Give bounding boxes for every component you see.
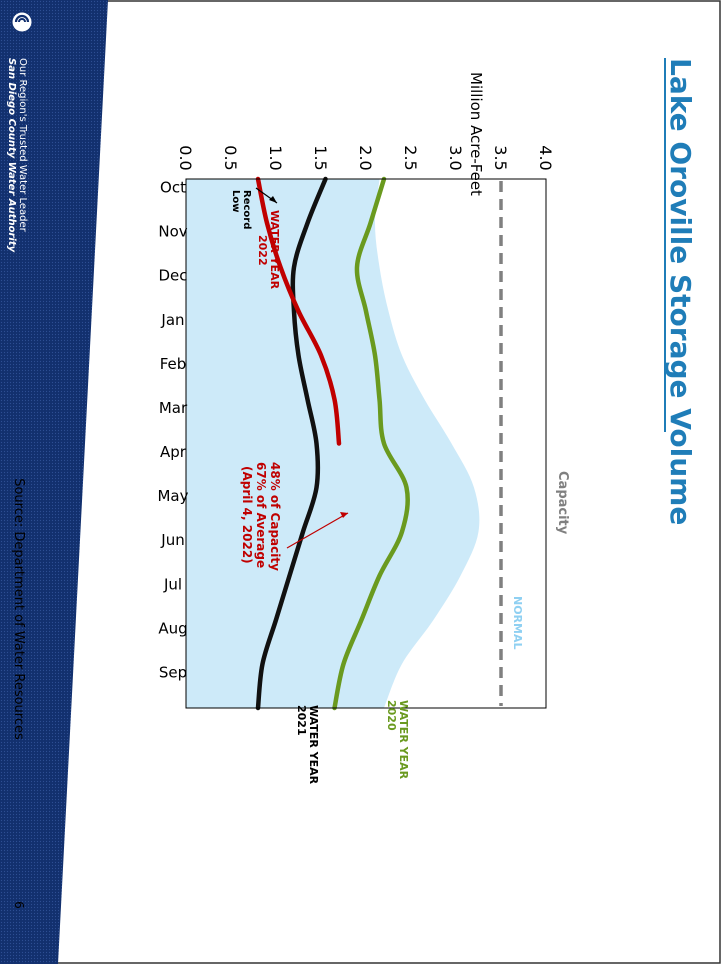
wy2021-label-line-2: 2021 (295, 705, 308, 736)
y-tick-label: 1.0 (266, 145, 285, 170)
normal-label: NORMAL (511, 596, 524, 650)
wy2020-label-line-2: 2020 (385, 700, 398, 731)
x-tick-label: Nov (158, 223, 187, 241)
y-tick-label: 0.5 (221, 145, 240, 170)
current-line-3: (April 4, 2022) (240, 466, 254, 564)
wy2022-label: WATER YEAR 2022 (256, 210, 281, 290)
page-number: 6 (12, 901, 26, 909)
x-axis-ticks: Oct Nov Dec Jan Feb Mar Apr May Jun Jul Aug Sep (157, 179, 188, 682)
wy2021-label: WATER YEAR 2021 (295, 705, 320, 785)
wy2022-label-line-2: 2022 (256, 235, 269, 266)
y-tick-label: 3.0 (446, 145, 465, 170)
branding-sidebar (0, 0, 108, 964)
x-tick-label: Jun (160, 531, 184, 549)
y-tick-label: 2.5 (401, 145, 420, 170)
series-line-water-year-2022 (255, 176, 342, 446)
current-arrowhead (340, 512, 348, 518)
x-tick-label: May (157, 487, 188, 505)
current-line-1: 48% of Capacity (268, 462, 282, 571)
current-arrow (286, 512, 349, 549)
x-tick-label: Jan (160, 311, 184, 329)
x-tick-label: Dec (158, 267, 187, 285)
y-axis-ticks: 0.0 0.5 1.0 1.5 2.0 2.5 3.0 3.5 4.0 (176, 145, 555, 170)
y-tick-label: 2.0 (356, 145, 375, 170)
y-tick-label: 0.0 (176, 145, 195, 170)
wy2020-label: WATER YEAR 2020 (385, 700, 410, 780)
x-tick-label: Feb (160, 355, 187, 373)
x-tick-label: Jul (163, 575, 182, 593)
source-note: Source: Department of Water Resources (11, 478, 26, 740)
record-low-arrowhead (269, 196, 277, 203)
x-tick-label: Oct (160, 179, 186, 197)
wy2021-label-line-1: WATER YEAR (307, 705, 320, 785)
org-tagline: Our Region's Trusted Water Leader (17, 58, 28, 233)
record-low-annotation: Record Low (230, 187, 278, 229)
record-low-line-1: Record (241, 190, 252, 229)
wy2020-label-line-1: WATER YEAR (397, 700, 410, 780)
sdcwa-logo-icon (12, 12, 32, 32)
current-status-annotation: 48% of Capacity 67% of Average (April 4,… (240, 462, 349, 571)
y-tick-label: 1.5 (311, 145, 330, 170)
series-lines (255, 176, 410, 711)
slide-title: Lake Oroville Storage Volume (664, 58, 697, 525)
current-line-2: 67% of Average (254, 462, 268, 568)
series-area-normal (186, 179, 480, 708)
x-tick-label: Sep (159, 663, 187, 681)
wy2022-label-line-1: WATER YEAR (268, 210, 281, 290)
record-low-line-2: Low (230, 190, 241, 212)
x-tick-label: Apr (160, 443, 187, 461)
y-axis-label: Million Acre-Feet (467, 72, 485, 196)
x-tick-label: Mar (159, 399, 188, 417)
plot-area (185, 176, 547, 711)
series-line-water-year-2021 (255, 176, 328, 711)
y-tick-label: 3.5 (491, 145, 510, 170)
plot-frame (185, 178, 547, 709)
series-line-water-year-2020 (332, 176, 410, 711)
y-tick-label: 4.0 (536, 145, 555, 170)
x-tick-label: Aug (158, 619, 187, 637)
capacity-label: Capacity (555, 471, 570, 535)
branding-text: Our Region's Trusted Water Leader San Di… (6, 58, 28, 253)
slide-content: Lake Oroville Storage Volume Million Acr… (11, 58, 697, 909)
org-name: San Diego County Water Authority (6, 58, 17, 253)
